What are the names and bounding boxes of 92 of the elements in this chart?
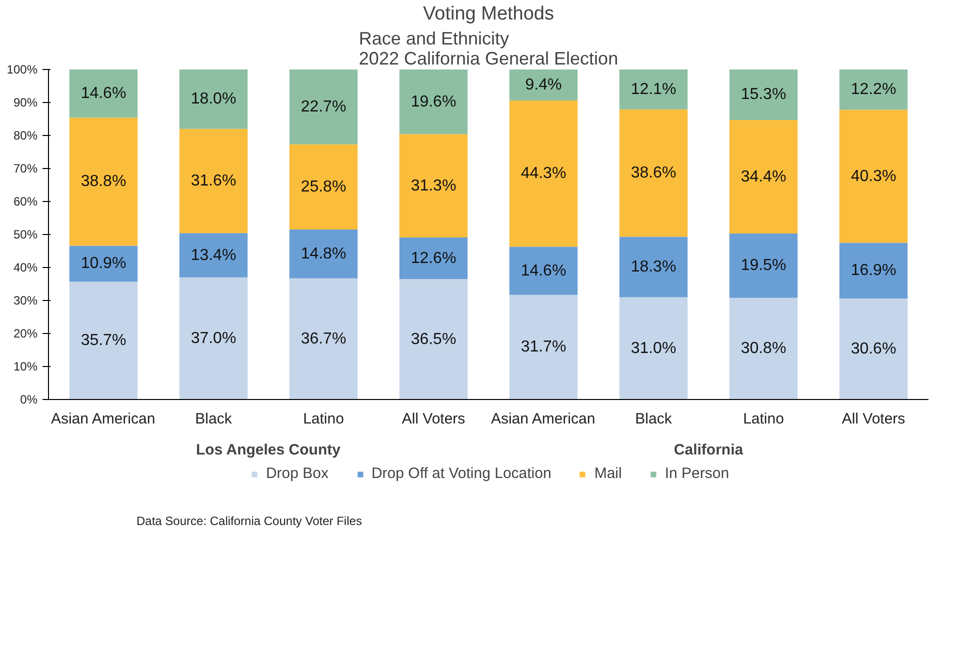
x-tick-label: Black [635, 410, 672, 428]
data-label: 31.3% [410, 177, 456, 194]
data-label: 9.4% [525, 76, 562, 94]
bar [839, 242, 908, 299]
x-tick-label: Asian American [50, 410, 156, 428]
bar [839, 298, 908, 400]
bar [729, 70, 798, 120]
chart-title: Voting Methods [423, 4, 554, 24]
x-tick-label: Latino [743, 410, 784, 428]
data-label: 40.3% [850, 168, 896, 185]
data-label: 36.7% [300, 330, 346, 348]
x-tick-label: All Voters [842, 410, 906, 428]
legend-label: Drop Box [266, 465, 328, 482]
data-label: 30.6% [850, 340, 896, 358]
data-label: 31.6% [190, 172, 236, 190]
data-label: 15.3% [740, 86, 786, 104]
bar [509, 100, 578, 247]
source-note: Data Source: California County Voter Files [136, 514, 362, 528]
bar [729, 120, 798, 234]
y-tick-label: 20% [13, 326, 38, 340]
x-tick-label: All Voters [402, 410, 466, 428]
y-tick-label: 60% [13, 194, 38, 208]
bar [69, 246, 138, 282]
bar [619, 109, 688, 237]
y-tick-label: 0% [20, 392, 38, 406]
text: Los Angeles County [196, 442, 342, 458]
x-tick-label: Latino [303, 410, 344, 428]
y-tick-label: 100% [6, 62, 38, 76]
data-label: 14.6% [80, 85, 126, 102]
y-tick-label: 80% [13, 128, 38, 142]
bar [289, 230, 358, 278]
data-label: 12.1% [630, 80, 676, 98]
bar [509, 294, 578, 400]
chart-subtitle: Race and Ethnicity 2022 California General Election [358, 28, 618, 68]
y-tick-label: 70% [13, 162, 38, 176]
data-label: 31.7% [520, 338, 566, 356]
bar [399, 134, 468, 238]
bar [729, 298, 798, 400]
data-label: 36.5% [410, 330, 456, 348]
data-label: 12.6% [410, 250, 456, 267]
bar [289, 70, 358, 144]
y-tick-label: 50% [13, 228, 38, 242]
legend-label: In Person [664, 465, 730, 482]
bar [399, 70, 468, 134]
y-tick-label: 90% [13, 96, 38, 110]
data-label: 44.3% [520, 165, 566, 182]
data-label: 30.8% [740, 340, 786, 358]
data-label: 19.6% [410, 93, 456, 110]
data-label: 37.0% [190, 330, 236, 347]
data-label: 22.7% [300, 98, 346, 116]
x-tick-label: Asian American [490, 410, 596, 428]
bar [839, 70, 908, 110]
data-label: 25.8% [300, 178, 346, 196]
data-label: 35.7% [80, 332, 126, 350]
bar [289, 144, 358, 230]
data-label: 19.5% [740, 257, 786, 274]
y-tick-label: 30% [13, 294, 38, 308]
text: California [674, 442, 744, 458]
bar [399, 237, 468, 280]
data-label: 13.4% [190, 246, 236, 264]
y-tick-label: 10% [13, 360, 38, 374]
legend-label: Mail [594, 465, 622, 482]
data-label: 38.6% [630, 164, 676, 182]
bar [509, 70, 578, 101]
bar [289, 278, 358, 400]
bar [179, 128, 248, 234]
data-label: 10.9% [80, 255, 126, 272]
legend-label: Drop Off at Voting Location [371, 465, 552, 482]
data-label: 16.9% [850, 262, 896, 280]
data-label: 31.0% [630, 340, 676, 357]
bar [69, 118, 138, 246]
bar [839, 110, 908, 243]
y-tick-label: 40% [13, 260, 38, 274]
bar [179, 70, 248, 129]
bar [69, 70, 138, 118]
bar [729, 234, 798, 298]
data-label: 18.0% [190, 90, 236, 108]
data-label: 34.4% [740, 168, 786, 186]
data-label: 14.6% [520, 262, 566, 280]
x-tick-label: Black [195, 410, 232, 428]
data-label: 18.3% [630, 258, 676, 276]
bar [619, 297, 688, 400]
bar [399, 279, 468, 400]
data-label: 14.8% [300, 245, 346, 262]
bar [69, 282, 138, 400]
bar [619, 70, 688, 110]
bar [179, 233, 248, 278]
data-label: 12.2% [850, 81, 896, 98]
data-label: 38.8% [80, 173, 126, 190]
bar [619, 236, 688, 298]
bar [179, 277, 248, 400]
bar [509, 246, 578, 295]
